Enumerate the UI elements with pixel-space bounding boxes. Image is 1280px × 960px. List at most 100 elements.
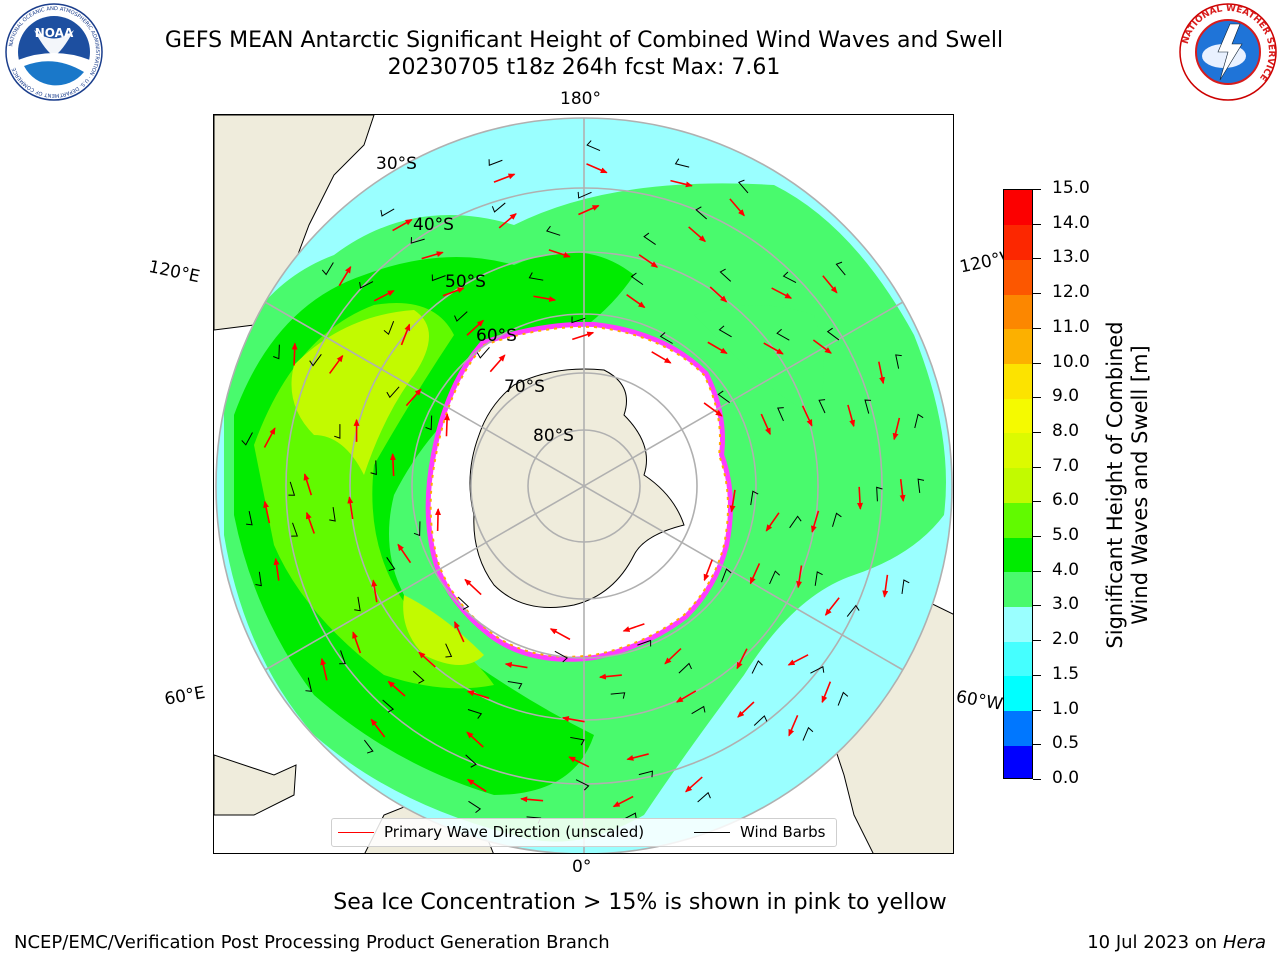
- wave-arrow: [811, 510, 820, 533]
- wind-barb: [575, 779, 590, 791]
- wind-barb: [528, 272, 544, 281]
- wave-arrow: [370, 718, 386, 738]
- wave-arrow: [703, 559, 713, 582]
- wave-arrow: [801, 405, 813, 427]
- legend-wind-label: Wind Barbs: [740, 823, 826, 841]
- wind-barb: [610, 692, 626, 699]
- colorbar-tick-label: 1.5: [1052, 663, 1080, 684]
- wave-arrow: [466, 778, 487, 793]
- wind-barb: [678, 662, 692, 674]
- colorbar-bin: [1004, 675, 1032, 712]
- wind-barb: [719, 268, 732, 282]
- wave-arrow: [389, 453, 396, 477]
- wave-arrow: [622, 623, 645, 632]
- wave-arrow: [737, 701, 755, 718]
- colorbar-bin: [1004, 363, 1032, 399]
- wind-barb: [895, 354, 902, 369]
- wind-barb: [546, 225, 561, 236]
- colorbar-tick: [1033, 779, 1041, 780]
- wave-arrow: [878, 361, 885, 385]
- wave-arrow: [847, 404, 856, 428]
- colorbar-bin: [1004, 537, 1032, 573]
- wind-barb: [835, 261, 846, 276]
- wave-arrow: [578, 204, 600, 216]
- wave-arrow: [548, 249, 571, 258]
- wind-barb: [386, 386, 400, 399]
- wave-arrow: [707, 341, 728, 355]
- wave-arrow: [675, 690, 697, 703]
- wave-arrow: [303, 473, 313, 496]
- wind-barb: [782, 271, 797, 284]
- noaa-logo-text: NOAA: [35, 26, 74, 40]
- wind-barb: [630, 272, 644, 286]
- colorbar-bin: [1004, 710, 1032, 746]
- wind-barb: [255, 571, 262, 587]
- wind-barb: [354, 596, 361, 612]
- wind-barb: [837, 691, 849, 706]
- wave-arrow: [688, 226, 706, 243]
- wave-arrow: [444, 413, 451, 437]
- colorbar-bin: [1004, 745, 1032, 778]
- wave-arrow: [504, 662, 528, 669]
- wave-arrow: [263, 500, 271, 524]
- colorbar-tick-label: 14.0: [1052, 212, 1090, 233]
- wave-arrow: [561, 715, 585, 723]
- wave-arrow: [598, 673, 622, 680]
- colorbar-tick-label: 13.0: [1052, 247, 1090, 268]
- wind-barb: [321, 262, 334, 276]
- wind-barb: [637, 639, 652, 647]
- wave-arrow: [273, 557, 280, 581]
- wind-barb: [638, 770, 653, 778]
- wind-barb: [769, 570, 781, 585]
- colorbar-tick-label: 6.0: [1052, 490, 1080, 511]
- wave-arrow: [703, 402, 723, 417]
- colorbar-tick-label: 10.0: [1052, 351, 1090, 372]
- wave-arrow: [520, 796, 544, 803]
- lat-label-30s: 30°S: [376, 154, 417, 174]
- colorbar: [1003, 189, 1033, 779]
- wave-arrow: [387, 680, 406, 697]
- colorbar-bin: [1004, 571, 1032, 607]
- wind-barbs: [241, 140, 925, 824]
- wind-barb: [818, 399, 826, 414]
- wind-barb: [750, 490, 759, 506]
- wave-arrow: [435, 508, 442, 532]
- wave-arrow: [685, 776, 703, 793]
- wave-arrow: [796, 565, 803, 589]
- wave-arrow: [812, 339, 832, 354]
- wind-barb: [914, 413, 924, 429]
- wave-arrow: [749, 563, 761, 585]
- wave-arrow: [328, 354, 344, 374]
- wind-barb: [445, 643, 453, 658]
- wind-barb: [288, 481, 296, 496]
- wave-arrow: [709, 286, 728, 303]
- lon-label-120e: 120°E: [146, 257, 202, 288]
- wind-barb: [738, 179, 749, 194]
- wave-arrow: [765, 512, 780, 532]
- wave-arrow: [771, 287, 793, 299]
- wind-barb: [717, 390, 730, 404]
- colorbar-tick: [1033, 327, 1041, 329]
- lat-label-80s: 80°S: [533, 426, 574, 446]
- nws-logo: NATIONAL WEATHER SERVICE: [1179, 3, 1277, 101]
- wind-barb: [410, 237, 425, 244]
- wind-barb: [864, 399, 872, 414]
- colorbar-tick-label: 0.5: [1052, 733, 1080, 754]
- footer-host: Hera: [1222, 932, 1266, 953]
- wind-barb: [412, 670, 425, 684]
- wind-barb: [382, 699, 395, 713]
- wave-arrow: [498, 213, 517, 229]
- wave-arrow: [466, 319, 485, 336]
- wave-arrow: [291, 342, 298, 366]
- sea-ice-note: Sea Ice Concentration > 15% is shown in …: [333, 890, 947, 915]
- wind-barb: [789, 515, 802, 529]
- footer-date: 10 Jul 2023 on Hera: [1087, 932, 1266, 953]
- wind-barb: [291, 522, 298, 537]
- colorbar-tick-label: 5.0: [1052, 525, 1080, 546]
- colorbar-tick-label: 15.0: [1052, 178, 1090, 198]
- polar-map: 30°S 40°S 50°S 60°S 70°S 80°S: [213, 114, 954, 854]
- wind-barb: [465, 754, 477, 768]
- colorbar-tick: [1033, 293, 1041, 295]
- wind-barb: [832, 512, 842, 527]
- wind-barb: [777, 407, 784, 422]
